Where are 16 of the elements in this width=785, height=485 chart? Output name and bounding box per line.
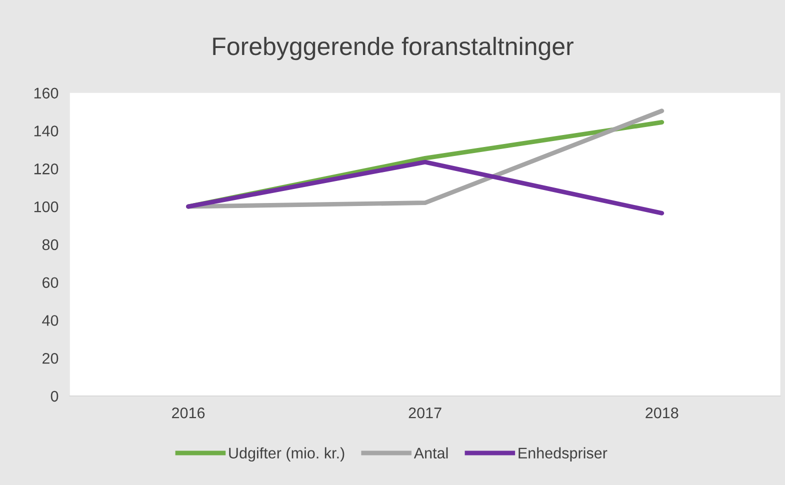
y-tick-label: 80: [42, 239, 58, 250]
y-tick-label: 20: [42, 352, 58, 364]
y-tick-label: 140: [34, 126, 58, 136]
y-tick-label: 40: [42, 315, 58, 326]
x-tick-label: 2018: [646, 408, 678, 418]
chart-title: Forebyggerende foranstaltninger: [213, 36, 574, 60]
legend-label: Antal: [414, 447, 448, 459]
x-tick-label: 2017: [408, 408, 442, 418]
y-tick-label: 160: [34, 88, 58, 99]
x-tick-label: 2016: [172, 408, 205, 418]
y-tick-label: 100: [34, 201, 58, 212]
y-tick-label: 0: [50, 390, 58, 402]
y-tick-label: 120: [34, 164, 58, 174]
legend-label: Enhedspriser: [518, 447, 608, 462]
y-tick-label: 60: [42, 277, 58, 288]
legend-label: Udgifter (mio. kr.): [229, 447, 344, 462]
